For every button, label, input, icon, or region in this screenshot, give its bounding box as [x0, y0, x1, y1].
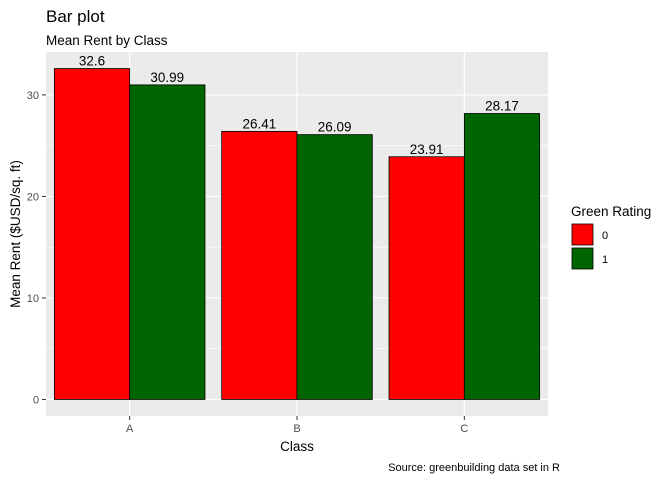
legend-label: 0 — [602, 230, 608, 242]
x-tick-label: B — [293, 423, 300, 435]
x-tick-label: A — [126, 423, 134, 435]
legend-title: Green Rating — [571, 204, 651, 219]
bar-C-0 — [388, 156, 465, 400]
axes: 0 10 20 30 A B C — [27, 90, 469, 435]
data-label: 26.09 — [318, 120, 352, 135]
bar-B-0 — [221, 130, 298, 400]
bar-A-0 — [53, 68, 131, 400]
y-tick-label: 0 — [33, 394, 39, 406]
caption: Source: greenbuilding data set in R — [388, 462, 560, 474]
data-label: 28.17 — [485, 99, 519, 114]
data-labels: 32.6 30.99 26.41 26.09 23.91 28.17 — [79, 54, 519, 157]
chart-subtitle: Mean Rent by Class — [46, 33, 168, 48]
bars — [53, 68, 541, 400]
legend-key-1 — [571, 247, 594, 270]
y-tick-label: 10 — [27, 293, 39, 305]
x-axis-title: Class — [280, 439, 314, 454]
y-tick-label: 30 — [27, 90, 39, 102]
y-tick-label: 20 — [27, 191, 39, 203]
data-label: 32.6 — [79, 54, 105, 69]
bar-C-1 — [463, 113, 541, 400]
legend-key-0 — [571, 223, 594, 246]
data-label: 30.99 — [150, 70, 184, 85]
x-tick-label: C — [460, 423, 468, 435]
data-label: 26.41 — [242, 116, 276, 131]
chart-title: Bar plot — [46, 7, 105, 26]
bar-A-1 — [129, 84, 206, 400]
legend: Green Rating 0 1 — [571, 204, 651, 270]
y-axis-title: Mean Rent ($USD/sq. ft) — [8, 160, 23, 308]
bar-B-1 — [296, 134, 373, 400]
data-label: 23.91 — [410, 142, 444, 157]
legend-label: 1 — [602, 254, 608, 266]
